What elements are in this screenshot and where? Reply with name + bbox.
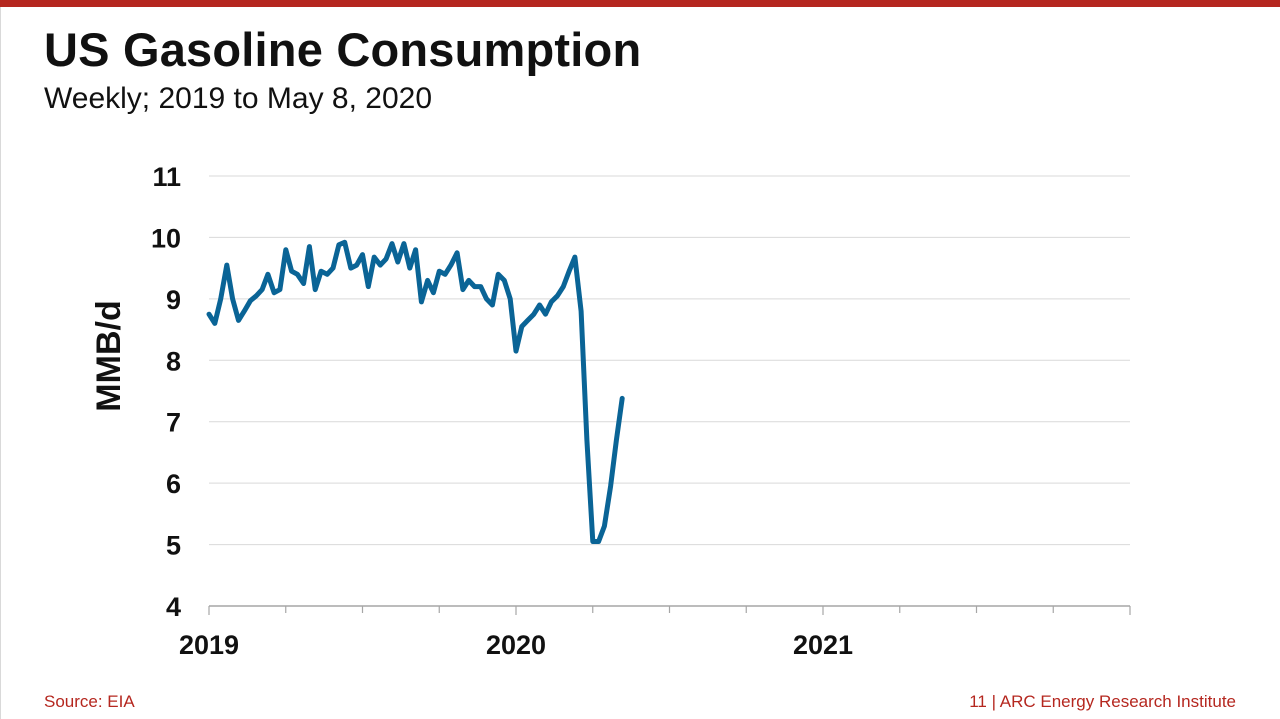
y-tick-label: 5 <box>166 531 181 561</box>
x-axis <box>208 605 1131 615</box>
y-tick-label: 9 <box>166 285 181 315</box>
page-subtitle: Weekly; 2019 to May 8, 2020 <box>44 82 433 115</box>
series-layer <box>206 239 625 544</box>
y-axis-label: MMB/d <box>90 300 128 411</box>
x-tick-label: 2020 <box>486 630 546 660</box>
x-tick-label: 2019 <box>179 630 239 660</box>
series-line <box>206 239 625 544</box>
gridlines <box>209 175 1130 546</box>
y-tick-label: 10 <box>151 223 181 253</box>
y-tick-label: 11 <box>152 162 181 192</box>
top-accent-bar <box>0 0 1280 7</box>
page-title: US Gasoline Consumption <box>44 23 642 76</box>
left-edge-rule <box>0 7 1 719</box>
y-tick-label: 8 <box>166 346 181 376</box>
y-tick-label: 4 <box>166 592 181 622</box>
tick-labels: 4 5 6 7 8 9 10 11 2019 2020 2021 <box>151 162 853 660</box>
y-tick-label: 7 <box>166 408 181 438</box>
slide-credit: 11 | ARC Energy Research Institute <box>969 692 1236 711</box>
y-tick-label: 6 <box>166 469 181 499</box>
x-tick-label: 2021 <box>793 630 853 660</box>
source-note: Source: EIA <box>44 692 135 711</box>
